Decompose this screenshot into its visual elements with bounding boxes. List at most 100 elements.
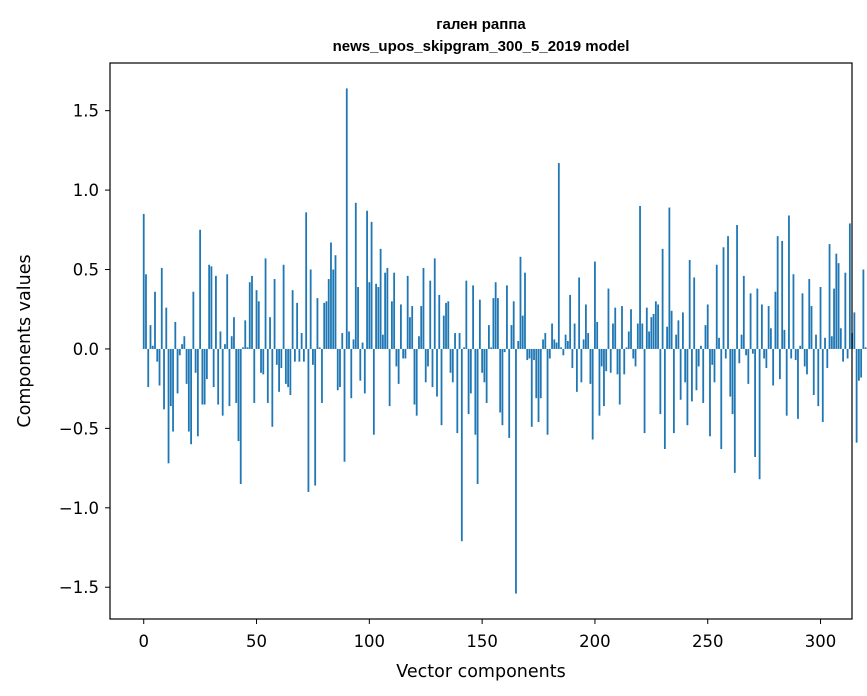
bar: [765, 348, 768, 368]
bar: [731, 348, 734, 415]
bar: [332, 269, 335, 349]
bar: [282, 264, 285, 349]
bar: [853, 312, 856, 349]
bar: [217, 348, 220, 405]
bar: [275, 348, 278, 365]
bar: [497, 298, 499, 349]
bar: [625, 347, 628, 349]
x-tick-label: 250: [692, 632, 724, 651]
y-tick-label: 0.0: [73, 340, 99, 359]
bar: [806, 348, 808, 375]
bar: [704, 325, 707, 349]
plot-frame: [109, 62, 853, 620]
bar: [454, 333, 456, 349]
bar: [420, 306, 423, 349]
bar: [445, 302, 447, 349]
bar: [555, 342, 558, 349]
bar: [203, 348, 206, 405]
bar: [632, 348, 635, 359]
bar: [300, 333, 303, 349]
x-axis: 0 50 100 150 200 250 300: [138, 619, 836, 651]
bar: [228, 348, 231, 407]
bar: [670, 310, 673, 349]
bar: [585, 304, 587, 349]
bar: [648, 331, 650, 349]
bar: [309, 269, 312, 349]
bar: [372, 348, 375, 435]
bar: [785, 348, 788, 416]
bar: [589, 348, 592, 384]
bar: [246, 347, 249, 349]
bar: [289, 348, 292, 396]
bar: [321, 348, 323, 403]
bar: [345, 88, 348, 349]
bar: [539, 348, 542, 399]
bar: [440, 348, 443, 426]
bar: [160, 267, 163, 349]
bar: [190, 348, 192, 445]
bar: [510, 325, 513, 349]
bar: [467, 348, 470, 415]
bar: [264, 258, 267, 349]
bar: [492, 298, 495, 349]
bar: [169, 348, 172, 407]
bar: [221, 348, 224, 416]
bar: [605, 348, 608, 372]
bar: [754, 348, 756, 457]
bar: [506, 285, 508, 349]
bar: [821, 348, 824, 423]
bar: [194, 348, 197, 373]
bar: [745, 348, 747, 356]
bar: [386, 267, 389, 349]
bar: [702, 348, 705, 403]
y-tick-label: 1.0: [73, 181, 99, 200]
bar: [621, 306, 623, 349]
bar: [427, 348, 429, 367]
bar: [614, 307, 617, 349]
bar: [451, 348, 454, 383]
bar: [564, 334, 567, 349]
bar: [749, 293, 752, 349]
bar: [323, 302, 326, 349]
bar: [485, 348, 488, 403]
bar: [341, 333, 344, 349]
bar: [659, 348, 662, 415]
bar: [156, 348, 159, 362]
bar: [377, 286, 380, 349]
bar: [442, 315, 445, 349]
bar: [797, 348, 799, 419]
bar: [760, 304, 763, 349]
bar: [178, 348, 181, 356]
bar: [424, 348, 427, 383]
bar: [314, 348, 317, 486]
bar: [612, 323, 614, 349]
bar: [519, 256, 522, 349]
x-axis-label: Vector components: [396, 662, 565, 682]
bar: [788, 215, 790, 349]
bar: [370, 221, 373, 349]
bar: [384, 272, 387, 349]
bar: [815, 334, 817, 349]
bar: [526, 348, 529, 361]
bar: [598, 348, 601, 416]
bar: [562, 348, 565, 356]
bar: [571, 348, 574, 368]
bar: [594, 261, 596, 349]
bar: [192, 291, 195, 349]
bar: [154, 291, 156, 349]
bar: [393, 272, 396, 349]
bar: [857, 348, 860, 381]
bar: [447, 301, 450, 349]
y-tick-label: −0.5: [59, 419, 99, 438]
bar: [842, 348, 844, 362]
bar: [327, 279, 330, 349]
bar: [609, 348, 612, 373]
bar: [149, 325, 152, 349]
bar: [661, 248, 664, 349]
bar: [837, 263, 840, 349]
bar: [273, 279, 276, 349]
bar: [675, 334, 678, 349]
bar: [697, 348, 700, 367]
bar: [756, 288, 759, 349]
